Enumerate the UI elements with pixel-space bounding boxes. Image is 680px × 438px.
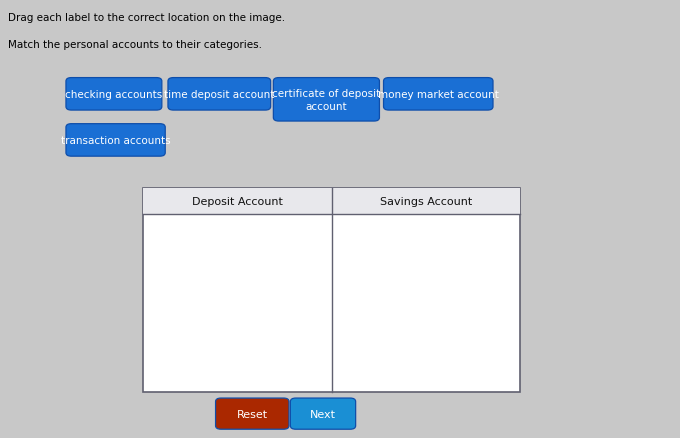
Text: Savings Account: Savings Account [379,197,472,206]
Text: Match the personal accounts to their categories.: Match the personal accounts to their cat… [8,39,262,49]
FancyBboxPatch shape [273,78,379,122]
FancyBboxPatch shape [66,78,162,111]
FancyBboxPatch shape [216,398,289,429]
Text: Reset: Reset [237,409,268,419]
FancyBboxPatch shape [384,78,493,111]
Text: Deposit Account: Deposit Account [192,197,283,206]
Text: transaction accounts: transaction accounts [61,136,171,145]
Text: checking accounts: checking accounts [65,90,163,99]
Bar [143,188,520,392]
Text: Drag each label to the correct location on the image.: Drag each label to the correct location … [8,13,286,23]
Text: time deposit account: time deposit account [164,90,275,99]
FancyBboxPatch shape [66,124,165,157]
FancyBboxPatch shape [290,398,356,429]
Bar [143,188,520,215]
Text: certificate of deposit
account: certificate of deposit account [272,89,381,111]
FancyBboxPatch shape [168,78,271,111]
Text: Next: Next [310,409,336,419]
Text: money market account: money market account [378,90,498,99]
